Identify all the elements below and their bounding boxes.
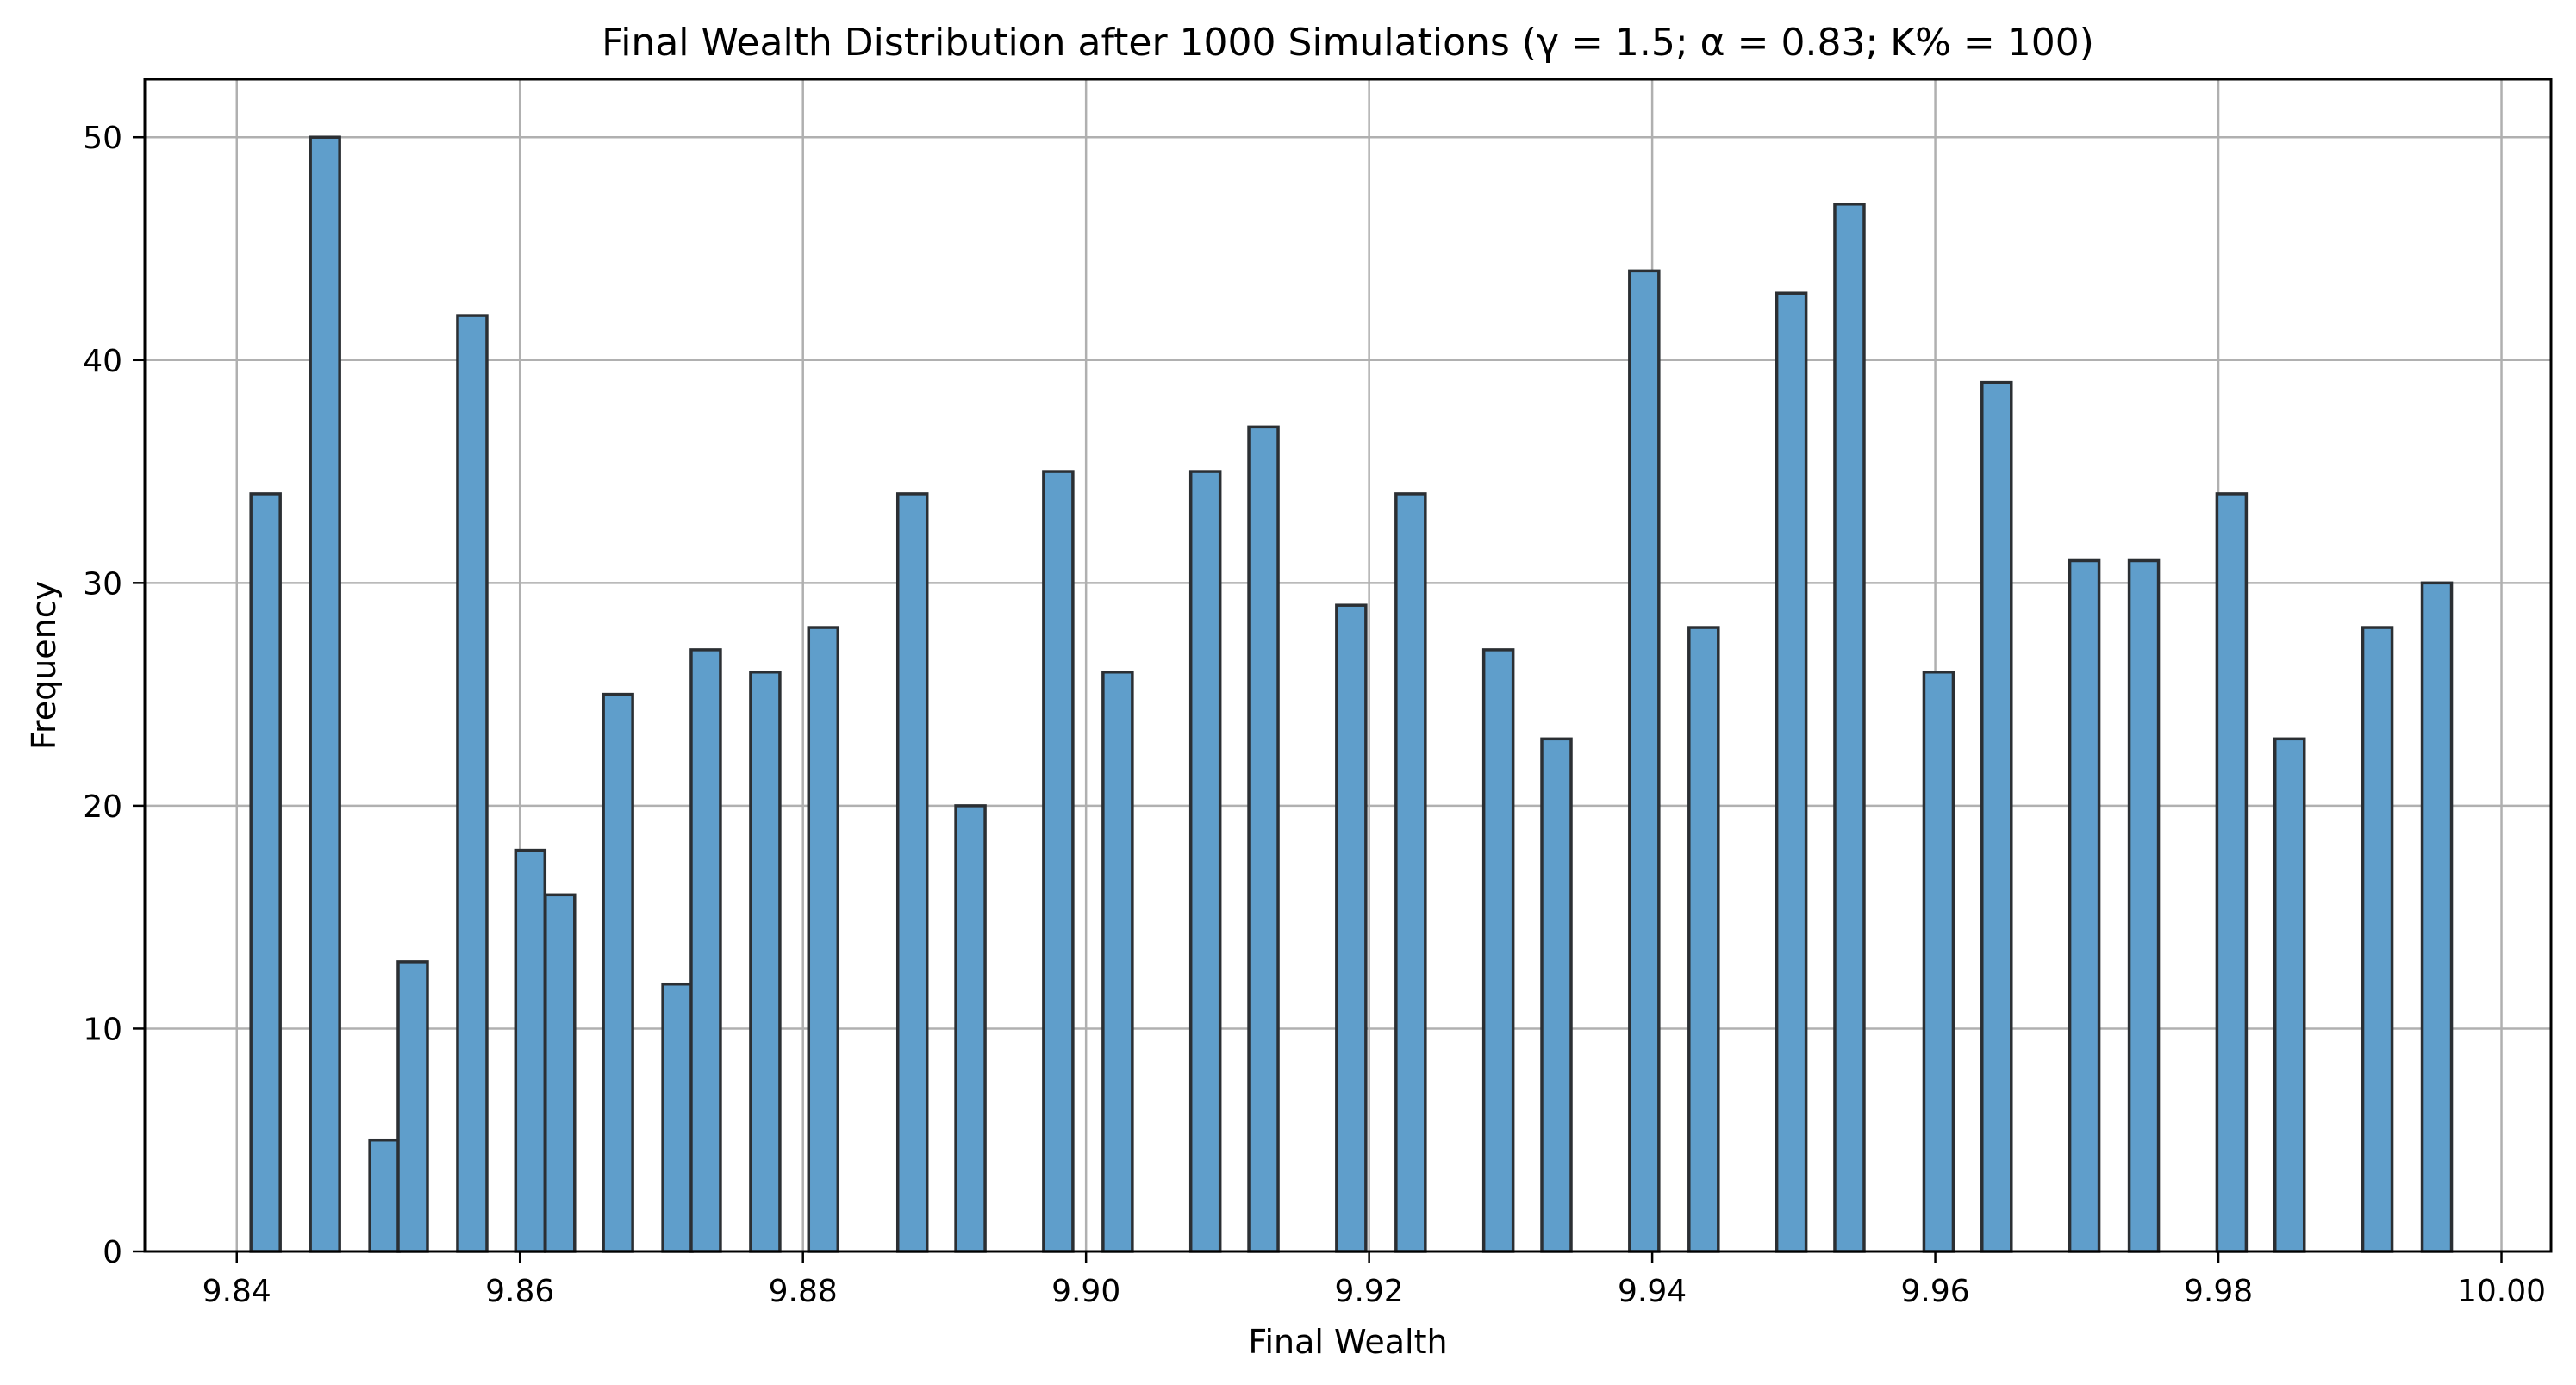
histogram-bar — [1481, 648, 1515, 1253]
chart-title: Final Wealth Distribution after 1000 Sim… — [602, 21, 2094, 65]
histogram-bar — [514, 848, 547, 1253]
histogram-bar — [2068, 558, 2101, 1253]
histogram-bar — [1101, 671, 1134, 1253]
histogram-bar — [1247, 425, 1280, 1253]
histogram-bar — [749, 671, 782, 1253]
histogram-bar — [1042, 470, 1075, 1253]
y-axis-label: Frequency — [25, 581, 63, 750]
histogram-bar — [1833, 203, 1866, 1253]
x-axis: 9.84 9.86 9.88 9.90 9.92 9.94 9.96 9.98 10.00 — [203, 1251, 2546, 1309]
plot-frame — [143, 78, 2553, 1253]
histogram-bar — [1980, 380, 2013, 1253]
histogram-bar — [368, 1138, 401, 1253]
histogram-bar — [2215, 492, 2249, 1253]
histogram-bar — [2361, 626, 2394, 1253]
histogram-bar — [1394, 492, 1427, 1253]
histogram-bar — [689, 648, 722, 1253]
histogram-bar — [1628, 269, 1661, 1253]
y-tick-label: 0 — [103, 1235, 122, 1270]
histogram-bar — [661, 982, 694, 1253]
histogram-bar — [1188, 470, 1222, 1253]
x-tick-label: 9.90 — [1051, 1274, 1120, 1309]
histogram-bar — [895, 492, 929, 1253]
y-tick-label: 10 — [83, 1012, 122, 1047]
x-tick-label: 9.98 — [2184, 1274, 2253, 1309]
y-tick-label: 30 — [83, 566, 122, 602]
histogram-bar — [602, 692, 634, 1253]
histogram-bar — [249, 492, 282, 1253]
y-tick-label: 20 — [83, 789, 122, 825]
x-tick-label: 9.96 — [1900, 1274, 1969, 1309]
x-tick-label: 9.84 — [203, 1274, 271, 1309]
x-tick-label: 9.92 — [1335, 1274, 1404, 1309]
histogram-bar — [2127, 558, 2161, 1253]
histogram-bar — [396, 960, 429, 1253]
x-tick-label: 10.00 — [2457, 1274, 2546, 1309]
x-tick-label: 9.86 — [485, 1274, 554, 1309]
histogram-bar — [1687, 626, 1720, 1253]
histogram-bar — [954, 804, 987, 1253]
y-axis: 0 10 20 30 40 50 — [83, 121, 145, 1270]
histogram-bar — [544, 893, 577, 1253]
y-tick-label: 50 — [83, 121, 122, 156]
histogram-bar — [1922, 671, 1955, 1253]
histogram-bar — [2420, 581, 2454, 1253]
x-tick-label: 9.94 — [1618, 1274, 1687, 1309]
histogram-bar — [1540, 737, 1573, 1253]
y-tick-label: 40 — [83, 344, 122, 379]
x-tick-label: 9.88 — [769, 1274, 838, 1309]
x-axis-label: Final Wealth — [1248, 1323, 1447, 1361]
histogram-bar — [1335, 603, 1368, 1253]
histogram-bar — [807, 626, 840, 1253]
histogram-bar — [456, 314, 489, 1253]
histogram-bar — [2273, 737, 2306, 1253]
histogram-bars — [249, 135, 2454, 1253]
histogram-bar — [1775, 291, 1808, 1253]
histogram-bar — [309, 135, 341, 1253]
